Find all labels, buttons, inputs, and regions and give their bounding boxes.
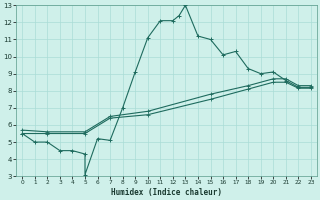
X-axis label: Humidex (Indice chaleur): Humidex (Indice chaleur): [111, 188, 222, 197]
